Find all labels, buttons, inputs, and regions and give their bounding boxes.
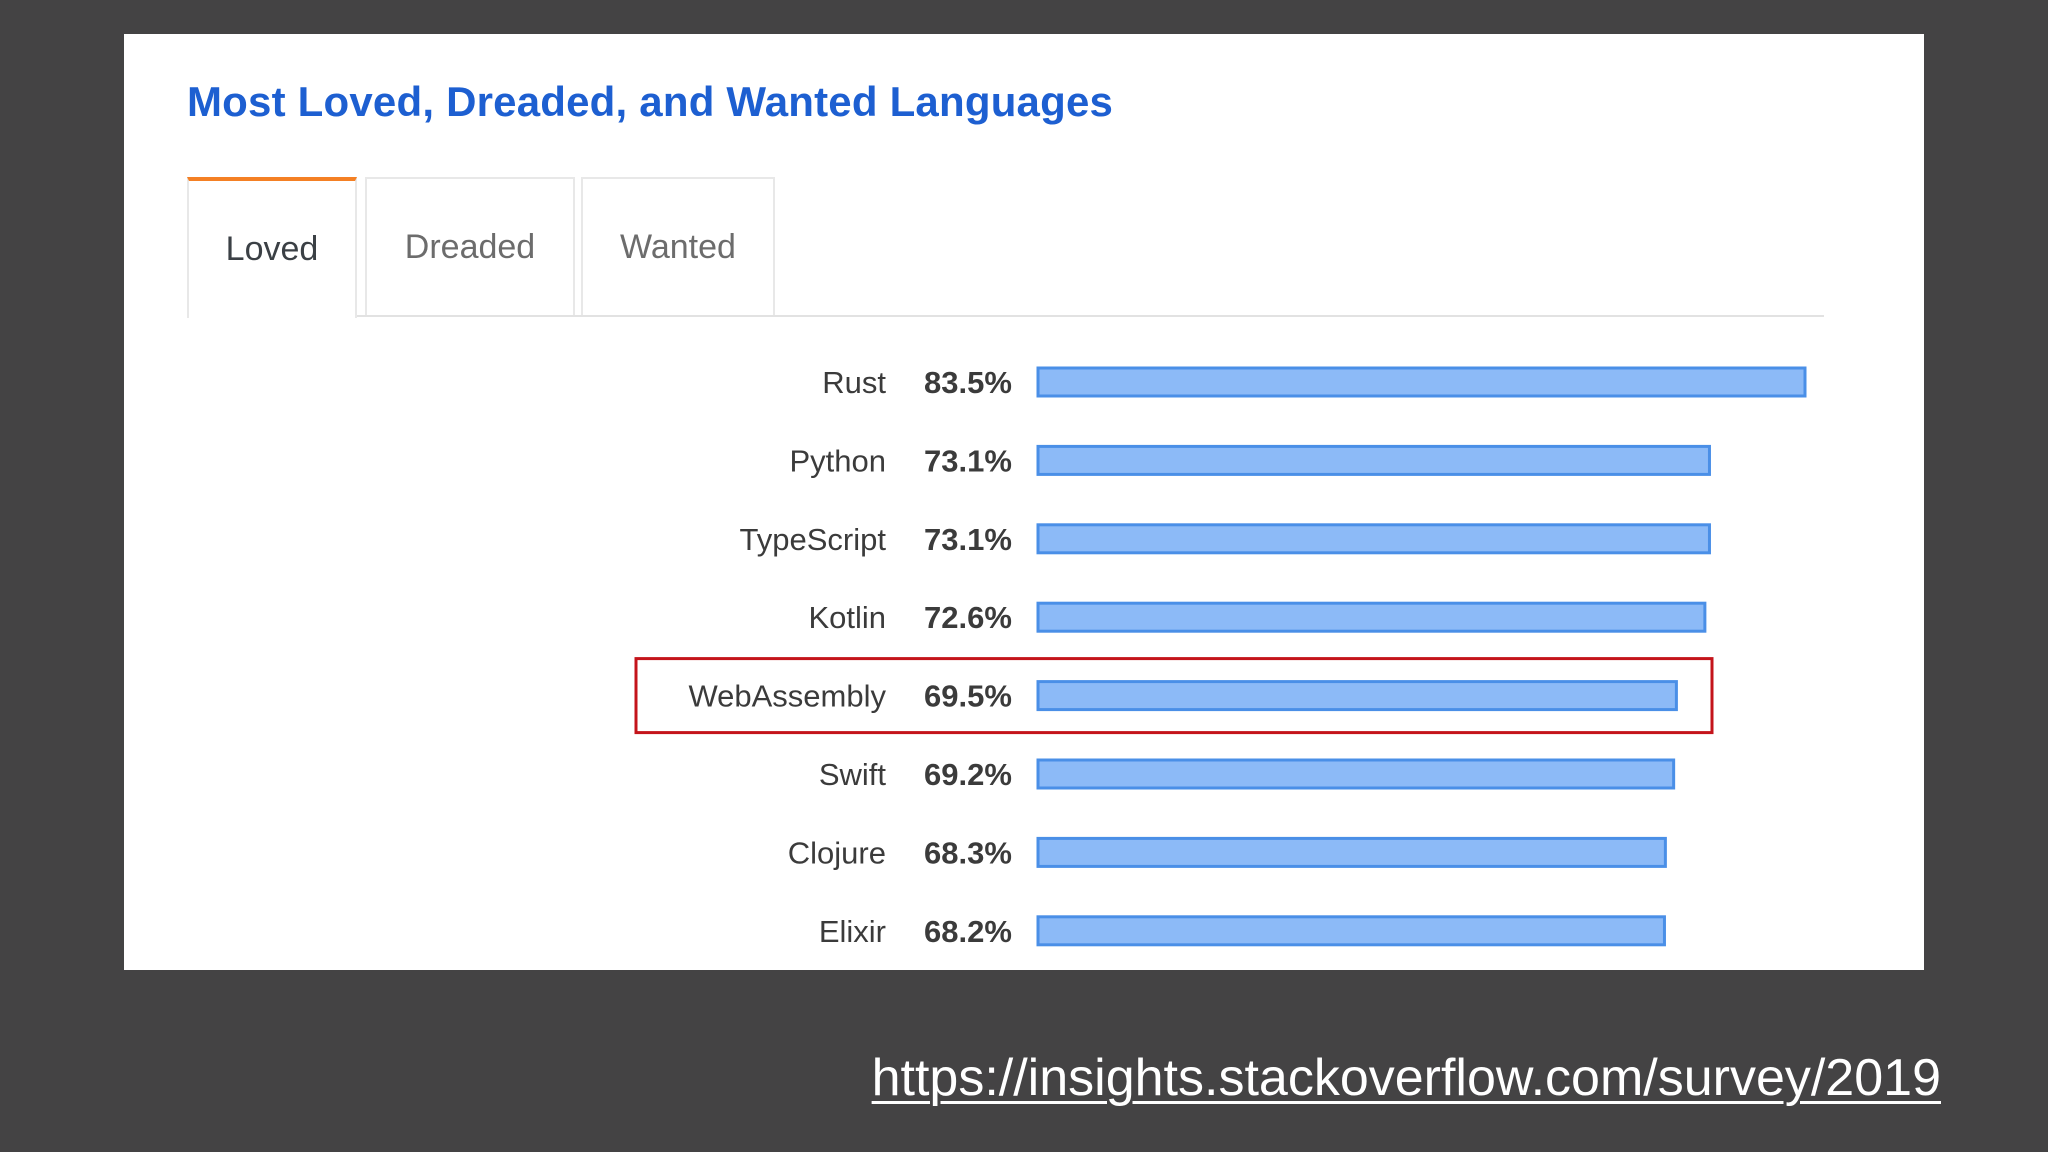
value-label-python: 73.1% [924,443,1012,478]
source-link[interactable]: https://insights.stackoverflow.com/surve… [871,1049,1941,1107]
bar-clojure [1036,836,1667,868]
bar-chart: Rust 83.5% Python 73.1% TypeScript 73.1% Kotli… [634,365,1807,949]
value-label-kotlin: 72.6% [924,600,1012,635]
category-label-clojure: Clojure [788,835,886,870]
tab-loved[interactable]: Loved [187,177,357,318]
highlight-box-webassembly [634,657,1714,735]
category-label-rust: Rust [822,365,886,400]
category-label-kotlin: Kotlin [808,600,886,635]
bar-kotlin [1036,601,1707,633]
category-label-swift: Swift [819,757,887,792]
chart-title: Most Loved, Dreaded, and Wanted Language… [187,78,1114,125]
category-label-python: Python [789,443,886,478]
category-label-webassembly: WebAssembly [688,679,886,714]
value-label-rust: 83.5% [924,365,1012,400]
value-label-clojure: 68.3% [924,835,1012,870]
bar-rust [1036,366,1807,398]
value-label-swift: 69.2% [924,757,1012,792]
bar-typescript [1036,523,1711,555]
bar-python [1036,444,1711,476]
bar-swift [1036,758,1676,790]
bar-elixir [1036,915,1666,947]
tab-dreaded[interactable]: Dreaded [365,177,575,315]
value-label-elixir: 68.2% [924,914,1012,949]
bar-webassembly [1036,680,1678,712]
chart-card: Most Loved, Dreaded, and Wanted Language… [124,34,1924,970]
tab-bar: Loved Dreaded Wanted [187,177,1824,318]
value-label-typescript: 73.1% [924,522,1012,557]
category-label-typescript: TypeScript [740,522,887,557]
value-label-webassembly: 69.5% [924,679,1012,714]
category-label-elixir: Elixir [819,914,886,949]
tab-wanted[interactable]: Wanted [581,177,775,315]
tab-divider [187,315,1824,317]
